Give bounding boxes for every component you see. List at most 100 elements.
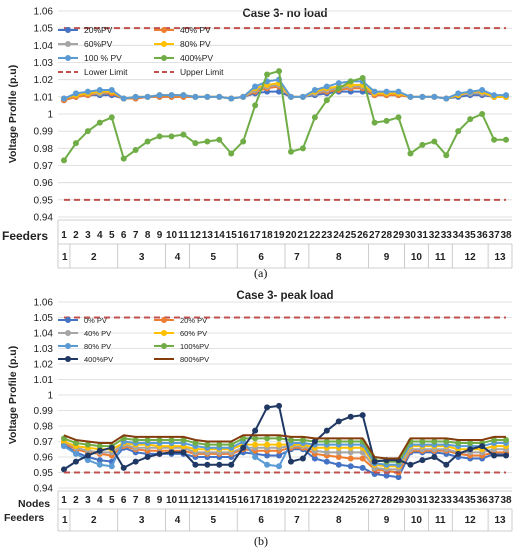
data-point — [443, 152, 450, 159]
x-tick-label: 8 — [145, 495, 151, 506]
data-point — [228, 461, 235, 468]
feeder-label: 7 — [294, 515, 300, 526]
data-point — [335, 85, 342, 92]
data-point — [264, 441, 271, 448]
x-tick-label: 4 — [97, 230, 103, 241]
y-tick-label: 1.01 — [34, 375, 54, 386]
y-tick-label: 1.04 — [34, 41, 54, 52]
data-point — [479, 111, 486, 117]
series-line — [63, 434, 507, 460]
data-point — [96, 443, 103, 450]
data-point — [264, 404, 271, 411]
feeder-label: 1 — [62, 515, 68, 526]
data-point — [84, 128, 91, 135]
data-point — [359, 412, 366, 419]
feeder-label: 12 — [465, 252, 477, 263]
chart-a-no-load: Case 3- no load 0.94 0.95 0.96 0.97 0.98 0.99 1… — [2, 7, 513, 269]
x-tick-label: 20 — [285, 230, 297, 241]
x-tick-label: 37 — [489, 495, 501, 506]
data-point — [287, 148, 294, 155]
data-point — [72, 440, 79, 447]
feeder-label: 5 — [211, 515, 217, 526]
x-tick-label: 16 — [238, 230, 250, 241]
data-point — [347, 438, 354, 445]
data-point — [132, 147, 139, 154]
x-tick-label: 35 — [465, 495, 477, 506]
data-point — [96, 457, 103, 464]
data-point — [287, 458, 294, 465]
y-tick-label: 1.02 — [34, 75, 54, 86]
data-point — [287, 436, 294, 443]
y-tick-label: 1.04 — [34, 329, 54, 340]
x-tick-label: 25 — [345, 495, 357, 506]
data-point — [60, 157, 67, 164]
data-point — [467, 446, 474, 453]
data-point — [359, 74, 366, 81]
data-point — [383, 472, 390, 479]
data-point — [276, 68, 283, 75]
data-point — [491, 92, 498, 99]
feeder-label: 9 — [384, 252, 390, 263]
feeder-label: 2 — [91, 252, 97, 263]
y-tick-label: 0.95 — [34, 195, 54, 206]
feeder-label: 6 — [258, 515, 264, 526]
data-point — [204, 461, 211, 468]
y-tick-label: 1.06 — [34, 298, 54, 309]
x-tick-label: 36 — [477, 230, 489, 241]
data-point — [240, 444, 247, 451]
data-point — [96, 461, 103, 468]
data-point — [323, 97, 330, 104]
data-point — [419, 141, 426, 148]
x-tick-label: 24 — [333, 230, 345, 241]
y-tick-label: 1.02 — [34, 360, 54, 371]
data-point — [156, 92, 163, 99]
x-tick-label: 36 — [477, 495, 489, 506]
legend-entry: 400%PV — [180, 53, 213, 63]
data-point — [407, 93, 414, 100]
x-tick-label: 27 — [369, 495, 381, 506]
y-axis-label: Voltage Profile (p.u) — [7, 346, 19, 444]
data-point — [371, 458, 378, 465]
legend-entry: 60% PV — [180, 329, 207, 338]
x-tick-label: 19 — [273, 495, 285, 506]
legend-entry: 100 % PV — [84, 53, 122, 63]
legend-entry: Lower Limit — [84, 67, 128, 77]
data-point — [192, 440, 199, 447]
data-point — [419, 457, 426, 464]
x-tick-label: 1 — [61, 230, 67, 241]
x-tick-label: 33 — [441, 230, 453, 241]
data-point — [240, 138, 247, 145]
data-point — [84, 457, 91, 464]
data-point — [228, 441, 235, 448]
data-point — [276, 441, 283, 448]
data-point — [144, 93, 151, 100]
data-point — [252, 427, 259, 434]
y-tick-label: 1.03 — [34, 344, 54, 355]
series-line — [63, 70, 507, 161]
data-point — [216, 93, 223, 100]
data-point — [264, 435, 271, 442]
data-point — [395, 88, 402, 95]
x-tick-label: 31 — [417, 230, 429, 241]
feeder-label: 1 — [62, 252, 68, 263]
data-point — [96, 86, 103, 93]
x-tick-label: 38 — [500, 230, 512, 241]
data-point — [192, 93, 199, 100]
x-tick-label: 31 — [417, 495, 429, 506]
data-point — [180, 449, 187, 456]
data-point — [503, 92, 510, 99]
feeder-label: 6 — [258, 252, 264, 263]
y-tick-label: 0.99 — [34, 406, 54, 417]
x-tick-label: 17 — [250, 230, 262, 241]
data-point — [299, 93, 306, 100]
x-tick-label: 27 — [369, 230, 381, 241]
x-tick-label: 4 — [97, 495, 103, 506]
x-tick-label: 3 — [85, 495, 91, 506]
x-tick-label: 35 — [465, 230, 477, 241]
data-point — [347, 413, 354, 420]
data-point — [252, 441, 259, 448]
legend-marker — [65, 55, 71, 61]
data-point — [467, 88, 474, 95]
data-point — [180, 436, 187, 443]
x-tick-label: 14 — [214, 495, 226, 506]
